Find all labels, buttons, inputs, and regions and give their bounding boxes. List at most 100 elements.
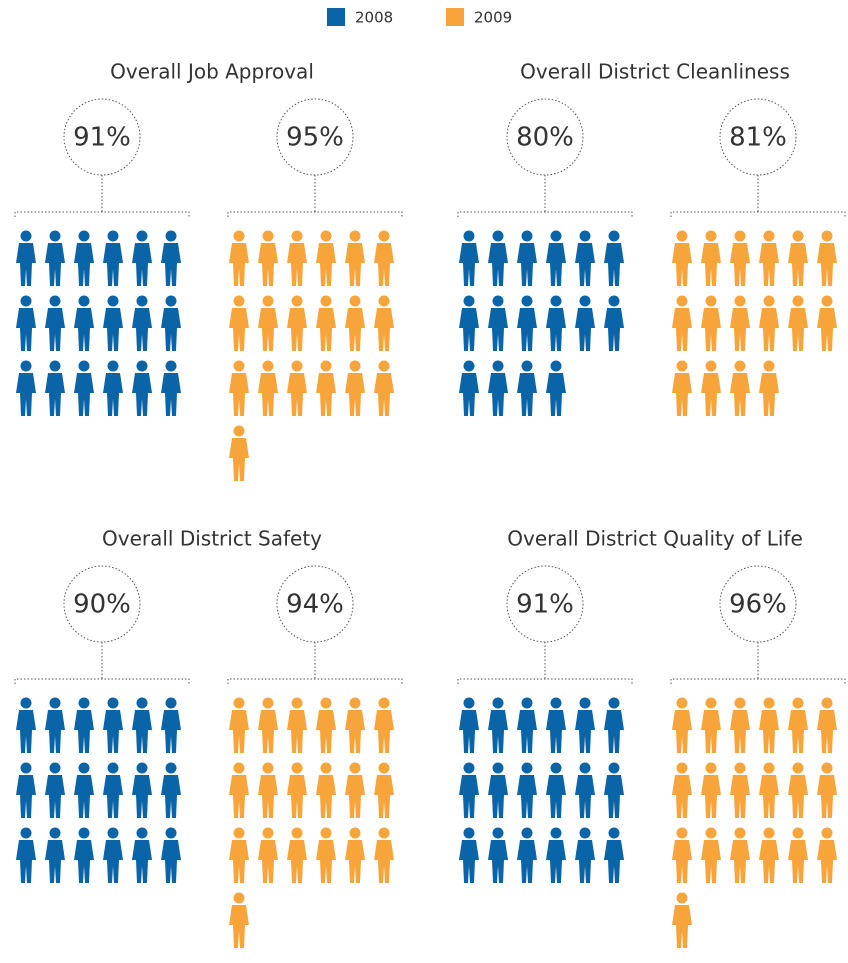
legend-label: 2009 <box>474 9 512 27</box>
icon-head <box>793 296 804 307</box>
icon-head <box>735 296 746 307</box>
icon-body <box>788 308 808 351</box>
icon-body <box>488 373 508 416</box>
icon-body <box>575 840 595 883</box>
icon-body <box>374 775 394 818</box>
icon-body <box>701 775 721 818</box>
icon-head <box>735 828 746 839</box>
icon-head <box>464 828 475 839</box>
icon-body <box>161 308 181 351</box>
icon-body <box>316 840 336 883</box>
icon-head <box>321 763 332 774</box>
icon-head <box>822 763 833 774</box>
icon-head <box>609 698 620 709</box>
icon-head <box>580 296 591 307</box>
icon-body <box>74 840 94 883</box>
panel-title: Overall District Cleanliness <box>520 60 790 84</box>
icon-body <box>817 775 837 818</box>
icon-head <box>21 231 32 242</box>
icon-body <box>488 308 508 351</box>
bracket <box>15 212 189 217</box>
icon-head <box>321 296 332 307</box>
icon-body <box>817 243 837 286</box>
icon-head <box>321 361 332 372</box>
icon-head <box>263 828 274 839</box>
icon-head <box>166 698 177 709</box>
icon-head <box>108 296 119 307</box>
icon-head <box>79 361 90 372</box>
icon-head <box>263 763 274 774</box>
icon-head <box>677 231 688 242</box>
icon-body <box>161 243 181 286</box>
legend-swatch <box>446 8 464 26</box>
legend-swatch <box>327 8 345 26</box>
icon-head <box>137 763 148 774</box>
icon-group <box>229 231 394 482</box>
icon-head <box>677 763 688 774</box>
chart: 20082009Overall Job Approval91%95%Overal… <box>0 0 848 959</box>
icon-head <box>263 231 274 242</box>
icon-body <box>132 243 152 286</box>
icon-head <box>137 828 148 839</box>
icon-body <box>546 243 566 286</box>
icon-head <box>464 361 475 372</box>
icon-body <box>258 308 278 351</box>
icon-head <box>379 763 390 774</box>
icon-body <box>459 840 479 883</box>
icon-body <box>45 373 65 416</box>
icon-body <box>517 243 537 286</box>
icon-body <box>287 775 307 818</box>
icon-head <box>609 231 620 242</box>
icon-body <box>103 840 123 883</box>
icon-head <box>166 296 177 307</box>
icon-body <box>45 308 65 351</box>
icon-head <box>350 296 361 307</box>
icon-body <box>287 710 307 753</box>
legend-label: 2008 <box>355 9 393 27</box>
icon-head <box>50 698 61 709</box>
icon-body <box>546 710 566 753</box>
icon-body <box>16 775 36 818</box>
icon-group <box>16 698 181 884</box>
icon-head <box>609 828 620 839</box>
icon-body <box>287 243 307 286</box>
icon-head <box>551 828 562 839</box>
page: {"chart_data": {"type": "pictograph", "s… <box>0 0 848 959</box>
icon-body <box>672 710 692 753</box>
icon-body <box>161 373 181 416</box>
icon-head <box>263 296 274 307</box>
icon-head <box>50 828 61 839</box>
icon-head <box>321 828 332 839</box>
icon-body <box>132 373 152 416</box>
icon-head <box>677 296 688 307</box>
icon-head <box>234 426 245 437</box>
icon-body <box>345 840 365 883</box>
icon-head <box>108 361 119 372</box>
icon-body <box>488 775 508 818</box>
icon-head <box>263 361 274 372</box>
value-label: 95% <box>286 123 344 153</box>
icon-body <box>258 710 278 753</box>
icon-body <box>16 710 36 753</box>
icon-body <box>488 243 508 286</box>
icon-body <box>103 373 123 416</box>
icon-body <box>730 373 750 416</box>
icon-body <box>161 710 181 753</box>
icon-head <box>234 828 245 839</box>
icon-body <box>701 373 721 416</box>
icon-body <box>459 243 479 286</box>
icon-body <box>730 840 750 883</box>
icon-head <box>292 763 303 774</box>
icon-head <box>793 763 804 774</box>
icon-head <box>551 296 562 307</box>
icon-head <box>493 698 504 709</box>
icon-body <box>759 243 779 286</box>
icon-head <box>551 361 562 372</box>
icon-head <box>677 893 688 904</box>
icon-head <box>137 296 148 307</box>
icon-head <box>379 828 390 839</box>
icon-group <box>459 231 624 417</box>
icon-body <box>74 243 94 286</box>
icon-head <box>522 698 533 709</box>
icon-body <box>604 308 624 351</box>
